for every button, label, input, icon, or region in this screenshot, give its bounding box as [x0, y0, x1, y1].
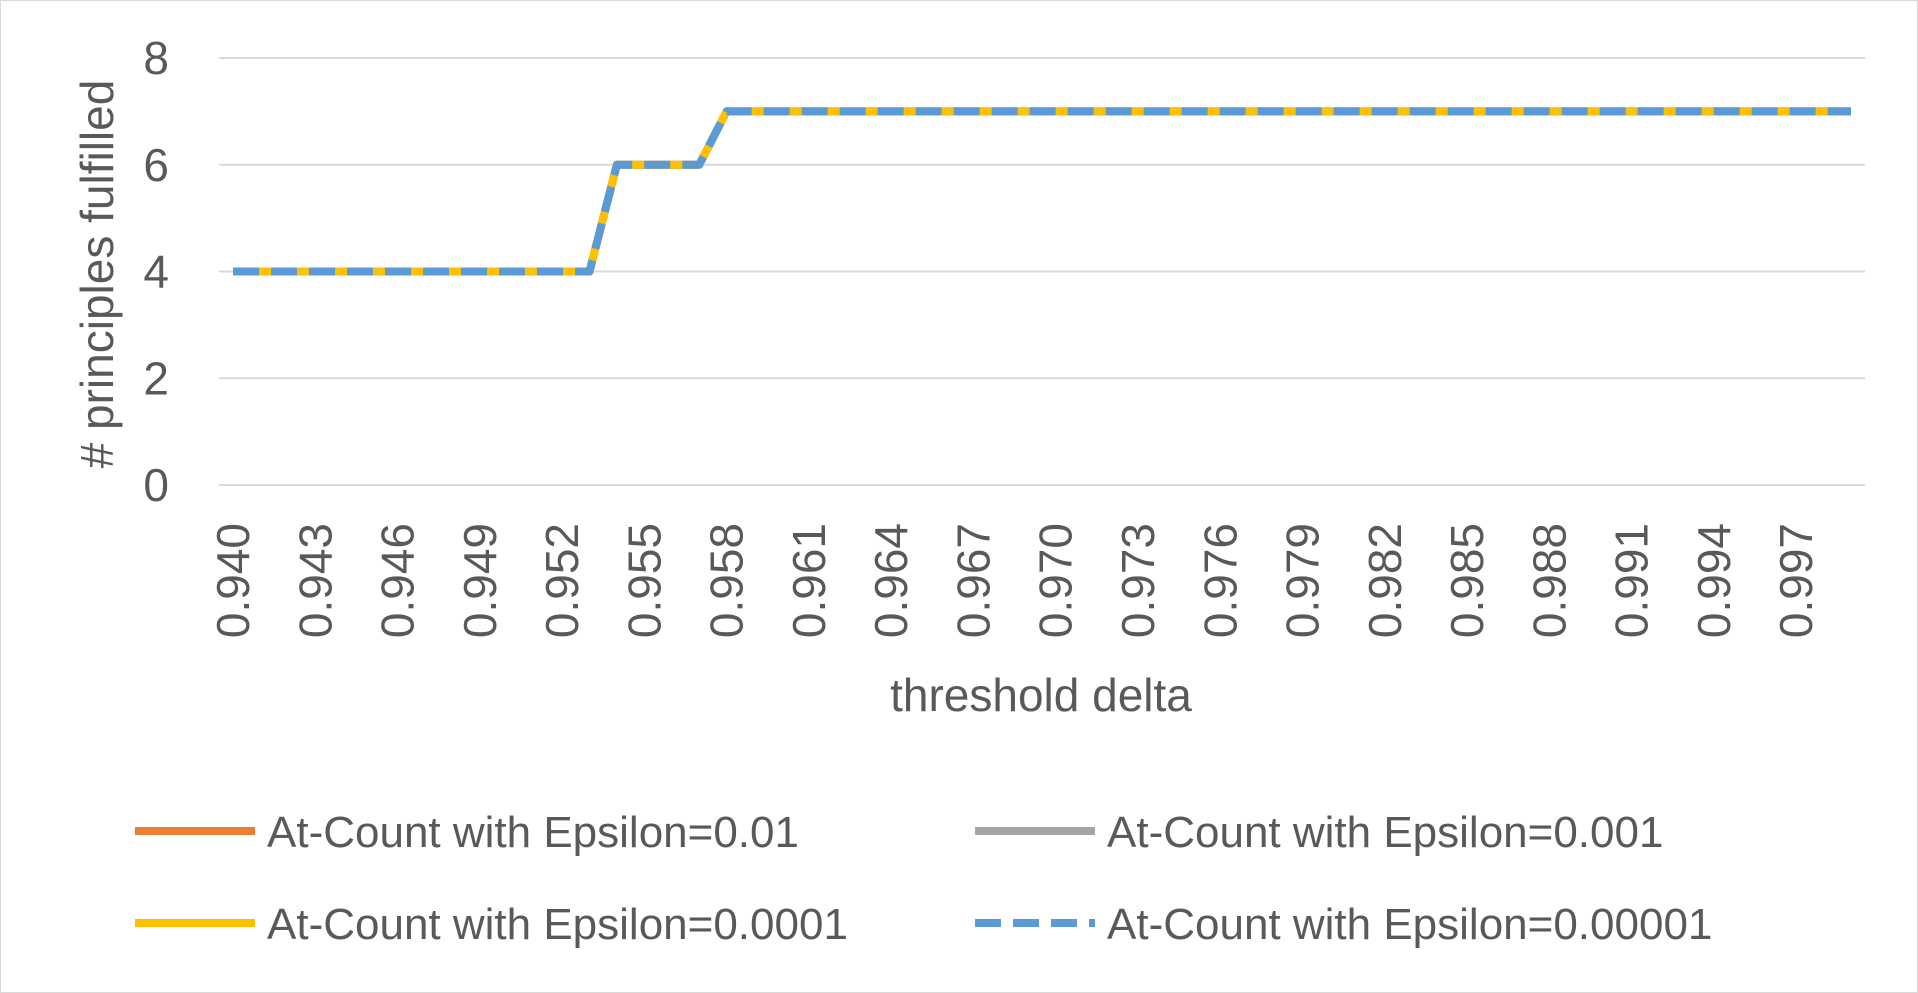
legend-label: At-Count with Epsilon=0.001 — [1107, 808, 1663, 857]
x-axis-ticks: 0.940 0.943 0.946 0.949 0.952 0.955 0.958 0.961… — [207, 523, 1822, 638]
x-tick-label: 0.985 — [1441, 523, 1493, 638]
y-tick-label: 8 — [143, 32, 169, 84]
x-tick-label: 0.973 — [1112, 523, 1164, 638]
x-tick-label: 0.958 — [701, 523, 753, 638]
x-tick-label: 0.979 — [1277, 523, 1329, 638]
x-tick-label: 0.988 — [1523, 523, 1575, 638]
legend-label: At-Count with Epsilon=0.0001 — [267, 900, 848, 949]
x-tick-label: 0.949 — [454, 523, 506, 638]
legend-label: At-Count with Epsilon=0.00001 — [1107, 900, 1712, 949]
x-tick-label: 0.964 — [865, 523, 917, 638]
legend-label: At-Count with Epsilon=0.01 — [267, 808, 799, 857]
x-tick-label: 0.982 — [1359, 523, 1411, 638]
series-line — [233, 107, 1851, 276]
y-axis-title: # principles fulfilled — [71, 80, 123, 469]
y-tick-label: 4 — [143, 246, 169, 298]
x-tick-label: 0.991 — [1606, 523, 1658, 638]
series-lines — [233, 107, 1851, 276]
x-tick-label: 0.955 — [618, 523, 670, 638]
series-line — [233, 107, 1851, 276]
series-line — [233, 107, 1851, 276]
x-tick-label: 0.967 — [947, 523, 999, 638]
y-tick-label: 6 — [143, 139, 169, 191]
x-tick-label: 0.994 — [1688, 523, 1740, 638]
x-tick-label: 0.940 — [207, 523, 259, 638]
legend: At-Count with Epsilon=0.01 At-Count with … — [135, 808, 1712, 949]
x-tick-label: 0.997 — [1770, 523, 1822, 638]
y-axis-ticks: 0 2 4 6 8 — [143, 32, 169, 511]
x-tick-label: 0.943 — [289, 523, 341, 638]
x-tick-label: 0.952 — [536, 523, 588, 638]
x-tick-label: 0.946 — [372, 523, 424, 638]
x-tick-label: 0.961 — [783, 523, 835, 638]
x-tick-label: 0.976 — [1194, 523, 1246, 638]
y-tick-label: 2 — [143, 352, 169, 404]
series-line — [233, 107, 1851, 276]
x-tick-label: 0.970 — [1030, 523, 1082, 638]
x-axis-title: threshold delta — [890, 669, 1192, 721]
y-tick-label: 0 — [143, 459, 169, 511]
